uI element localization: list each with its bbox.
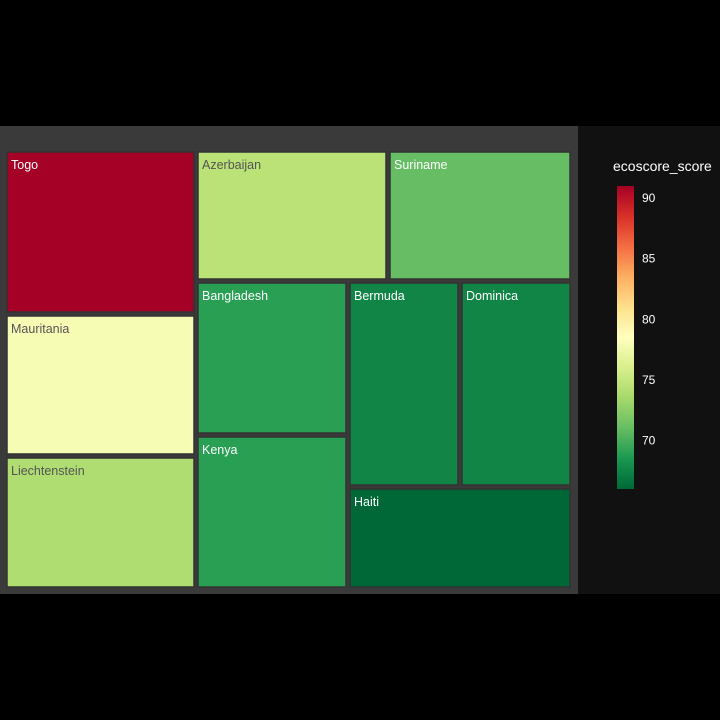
treemap-tile-bangladesh[interactable]: Bangladesh	[197, 282, 347, 434]
treemap-tile-rect[interactable]	[349, 488, 571, 588]
colorbar: ecoscore_score 90 85 80 75 70	[613, 158, 712, 489]
treemap-tile-rect[interactable]	[197, 282, 347, 434]
treemap-tile-kenya[interactable]: Kenya	[197, 436, 347, 588]
treemap-tile-rect[interactable]	[6, 151, 195, 313]
treemap-tile-rect[interactable]	[197, 436, 347, 588]
treemap-tile-haiti[interactable]: Haiti	[349, 488, 571, 588]
treemap-tile-mauritania[interactable]: Mauritania	[6, 315, 195, 455]
treemap-tile-label: Suriname	[394, 158, 448, 172]
treemap-tile-suriname[interactable]: Suriname	[389, 151, 571, 280]
treemap-tile-rect[interactable]	[6, 315, 195, 455]
treemap-tile-liechtenstein[interactable]: Liechtenstein	[6, 457, 195, 588]
treemap-tile-rect[interactable]	[6, 457, 195, 588]
colorbar-gradient	[617, 186, 634, 489]
treemap-tile-label: Mauritania	[11, 322, 69, 336]
treemap-tile-azerbaijan[interactable]: Azerbaijan	[197, 151, 387, 280]
treemap-tile-bermuda[interactable]: Bermuda	[349, 282, 459, 486]
colorbar-title: ecoscore_score	[613, 158, 712, 174]
treemap-tile-label: Liechtenstein	[11, 464, 85, 478]
treemap-tile-rect[interactable]	[197, 151, 387, 280]
treemap-tile-rect[interactable]	[349, 282, 459, 486]
treemap-tile-label: Bangladesh	[202, 289, 268, 303]
treemap-tile-togo[interactable]: Togo	[6, 151, 195, 313]
treemap-tile-label: Azerbaijan	[202, 158, 261, 172]
treemap-chart: Togo Mauritania Liechtenstein Azerbaijan Sur…	[0, 126, 720, 594]
treemap-tile-dominica[interactable]: Dominica	[461, 282, 571, 486]
treemap-tile-label: Kenya	[202, 443, 237, 457]
treemap-tile-label: Bermuda	[354, 289, 405, 303]
colorbar-tick-label: 85	[642, 252, 656, 266]
colorbar-tick-label: 70	[642, 434, 656, 448]
treemap-tile-rect[interactable]	[389, 151, 571, 280]
treemap-tile-rect[interactable]	[461, 282, 571, 486]
colorbar-tick-label: 80	[642, 312, 656, 326]
treemap-tile-label: Togo	[11, 158, 38, 172]
colorbar-tick-label: 90	[642, 191, 656, 205]
treemap-tile-label: Haiti	[354, 495, 379, 509]
treemap-plot: Togo Mauritania Liechtenstein Azerbaijan Sur…	[0, 126, 578, 594]
treemap-tile-label: Dominica	[466, 289, 518, 303]
colorbar-tick-label: 75	[642, 373, 656, 387]
